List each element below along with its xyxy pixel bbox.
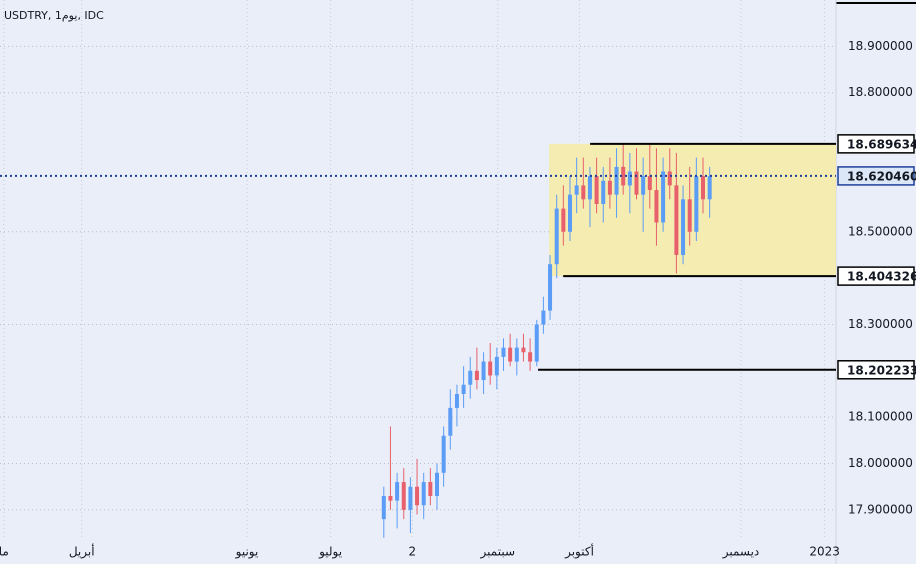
candle-body (528, 352, 533, 362)
candle-body (395, 482, 400, 501)
candle-body (454, 393, 459, 408)
y-tick-label: 18.800000 (848, 85, 913, 99)
x-tick-label: أبريل (69, 544, 95, 560)
candle-body (541, 310, 546, 325)
candle-body (707, 176, 712, 200)
candle-body (514, 347, 519, 362)
level-label: 18.404326 (847, 270, 916, 284)
candle-body (694, 176, 699, 232)
candle-body (401, 482, 406, 510)
candle-body (674, 185, 679, 255)
candle-body (461, 384, 466, 394)
y-tick-label: 18.500000 (848, 224, 913, 238)
x-tick-label: ديسمبر (722, 545, 760, 560)
candle-body (421, 482, 426, 506)
x-tick-label: يونيو (235, 545, 259, 560)
candle-body (681, 199, 686, 255)
y-tick-label: 18.100000 (848, 410, 913, 424)
level-label-box (837, 134, 915, 154)
candle-body (521, 347, 526, 353)
candle-body (667, 171, 672, 186)
x-tick-label: 2023 (809, 545, 840, 559)
candle-body (587, 176, 592, 200)
x-tick-label: 2 (408, 545, 416, 559)
y-tick-label: 17.900000 (848, 502, 913, 516)
level-label-box (837, 360, 915, 380)
x-tick-label: سبتمبر (480, 545, 515, 560)
candle-body (607, 180, 612, 195)
candle-body (627, 171, 632, 186)
y-tick-label: 18.000000 (848, 456, 913, 470)
candle-body (501, 347, 506, 357)
candle-body (701, 176, 705, 200)
candle-body (548, 264, 553, 311)
candle-body (441, 435, 446, 473)
chart-title: USDTRY, 1يوم, IDC (4, 9, 104, 22)
candle-body (634, 171, 639, 195)
candle-body (428, 482, 433, 496)
candle-body (474, 370, 479, 381)
x-tick-label: ما (0, 545, 9, 559)
candle-body (594, 176, 599, 204)
plot (0, 0, 836, 540)
candle-body (614, 166, 619, 195)
candle-body (661, 171, 666, 223)
candle-body (381, 495, 386, 520)
level-label: 18.202233 (847, 363, 916, 377)
candle-body (481, 361, 486, 381)
candle-body (435, 472, 439, 496)
level-label-box (837, 266, 915, 286)
candle-body (581, 185, 586, 200)
y-tick-label: 18.900000 (848, 39, 913, 53)
candle-body (687, 199, 692, 232)
y-tick-label: 18.300000 (848, 317, 913, 331)
price-label: 18.620460 (847, 169, 916, 183)
candle-body (494, 356, 499, 376)
candle-body (574, 185, 579, 195)
candle-body (408, 486, 413, 510)
candle-body (415, 486, 420, 506)
candle-body (388, 495, 393, 501)
candle-body (468, 370, 473, 385)
candle-body (621, 166, 626, 186)
candle-body (488, 361, 493, 376)
candle-body (534, 324, 539, 362)
candle-body (568, 194, 572, 232)
candle-body (448, 407, 453, 436)
candle-body (561, 208, 566, 232)
x-tick-label: أكتوبر (564, 544, 594, 560)
candle-body (641, 176, 646, 195)
candle-body (508, 347, 513, 362)
candle-body (554, 208, 559, 265)
x-tick-label: يوليو (318, 545, 342, 560)
price-label-box (837, 166, 915, 186)
level-label: 18.689634 (847, 137, 916, 151)
range-zone (549, 143, 836, 277)
candle-body (654, 190, 659, 223)
candle-body (647, 176, 652, 191)
candle-body (601, 180, 606, 204)
